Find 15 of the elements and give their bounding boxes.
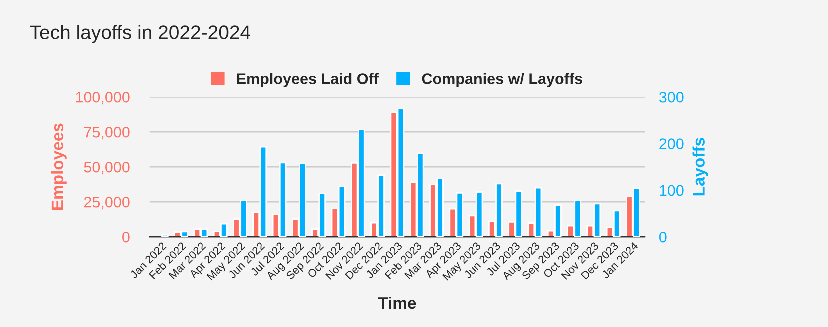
y2-tick-label: 100 [660, 185, 684, 196]
y-axis-title: Employees [51, 124, 67, 210]
x-axis-title: Time [378, 296, 416, 310]
y-tick-label: 100,000 [76, 92, 130, 105]
y2-tick-label: 300 [659, 92, 684, 103]
legend-label: Companies w/ Layoffs [422, 73, 582, 88]
y2-tick-label: 0 [660, 232, 667, 243]
y-tick-label: 0 [122, 232, 130, 243]
legend-label: Employees Laid Off [237, 73, 379, 88]
y2-axis-title: Layoffs [692, 138, 708, 196]
chart-title: Tech layoffs in 2022-2024 [30, 25, 250, 44]
y-tick-label: 50,000 [84, 162, 130, 175]
y-tick-label: 75,000 [84, 126, 130, 140]
y2-tick-label: 200 [660, 138, 684, 150]
y-tick-label: 25,000 [84, 196, 130, 210]
